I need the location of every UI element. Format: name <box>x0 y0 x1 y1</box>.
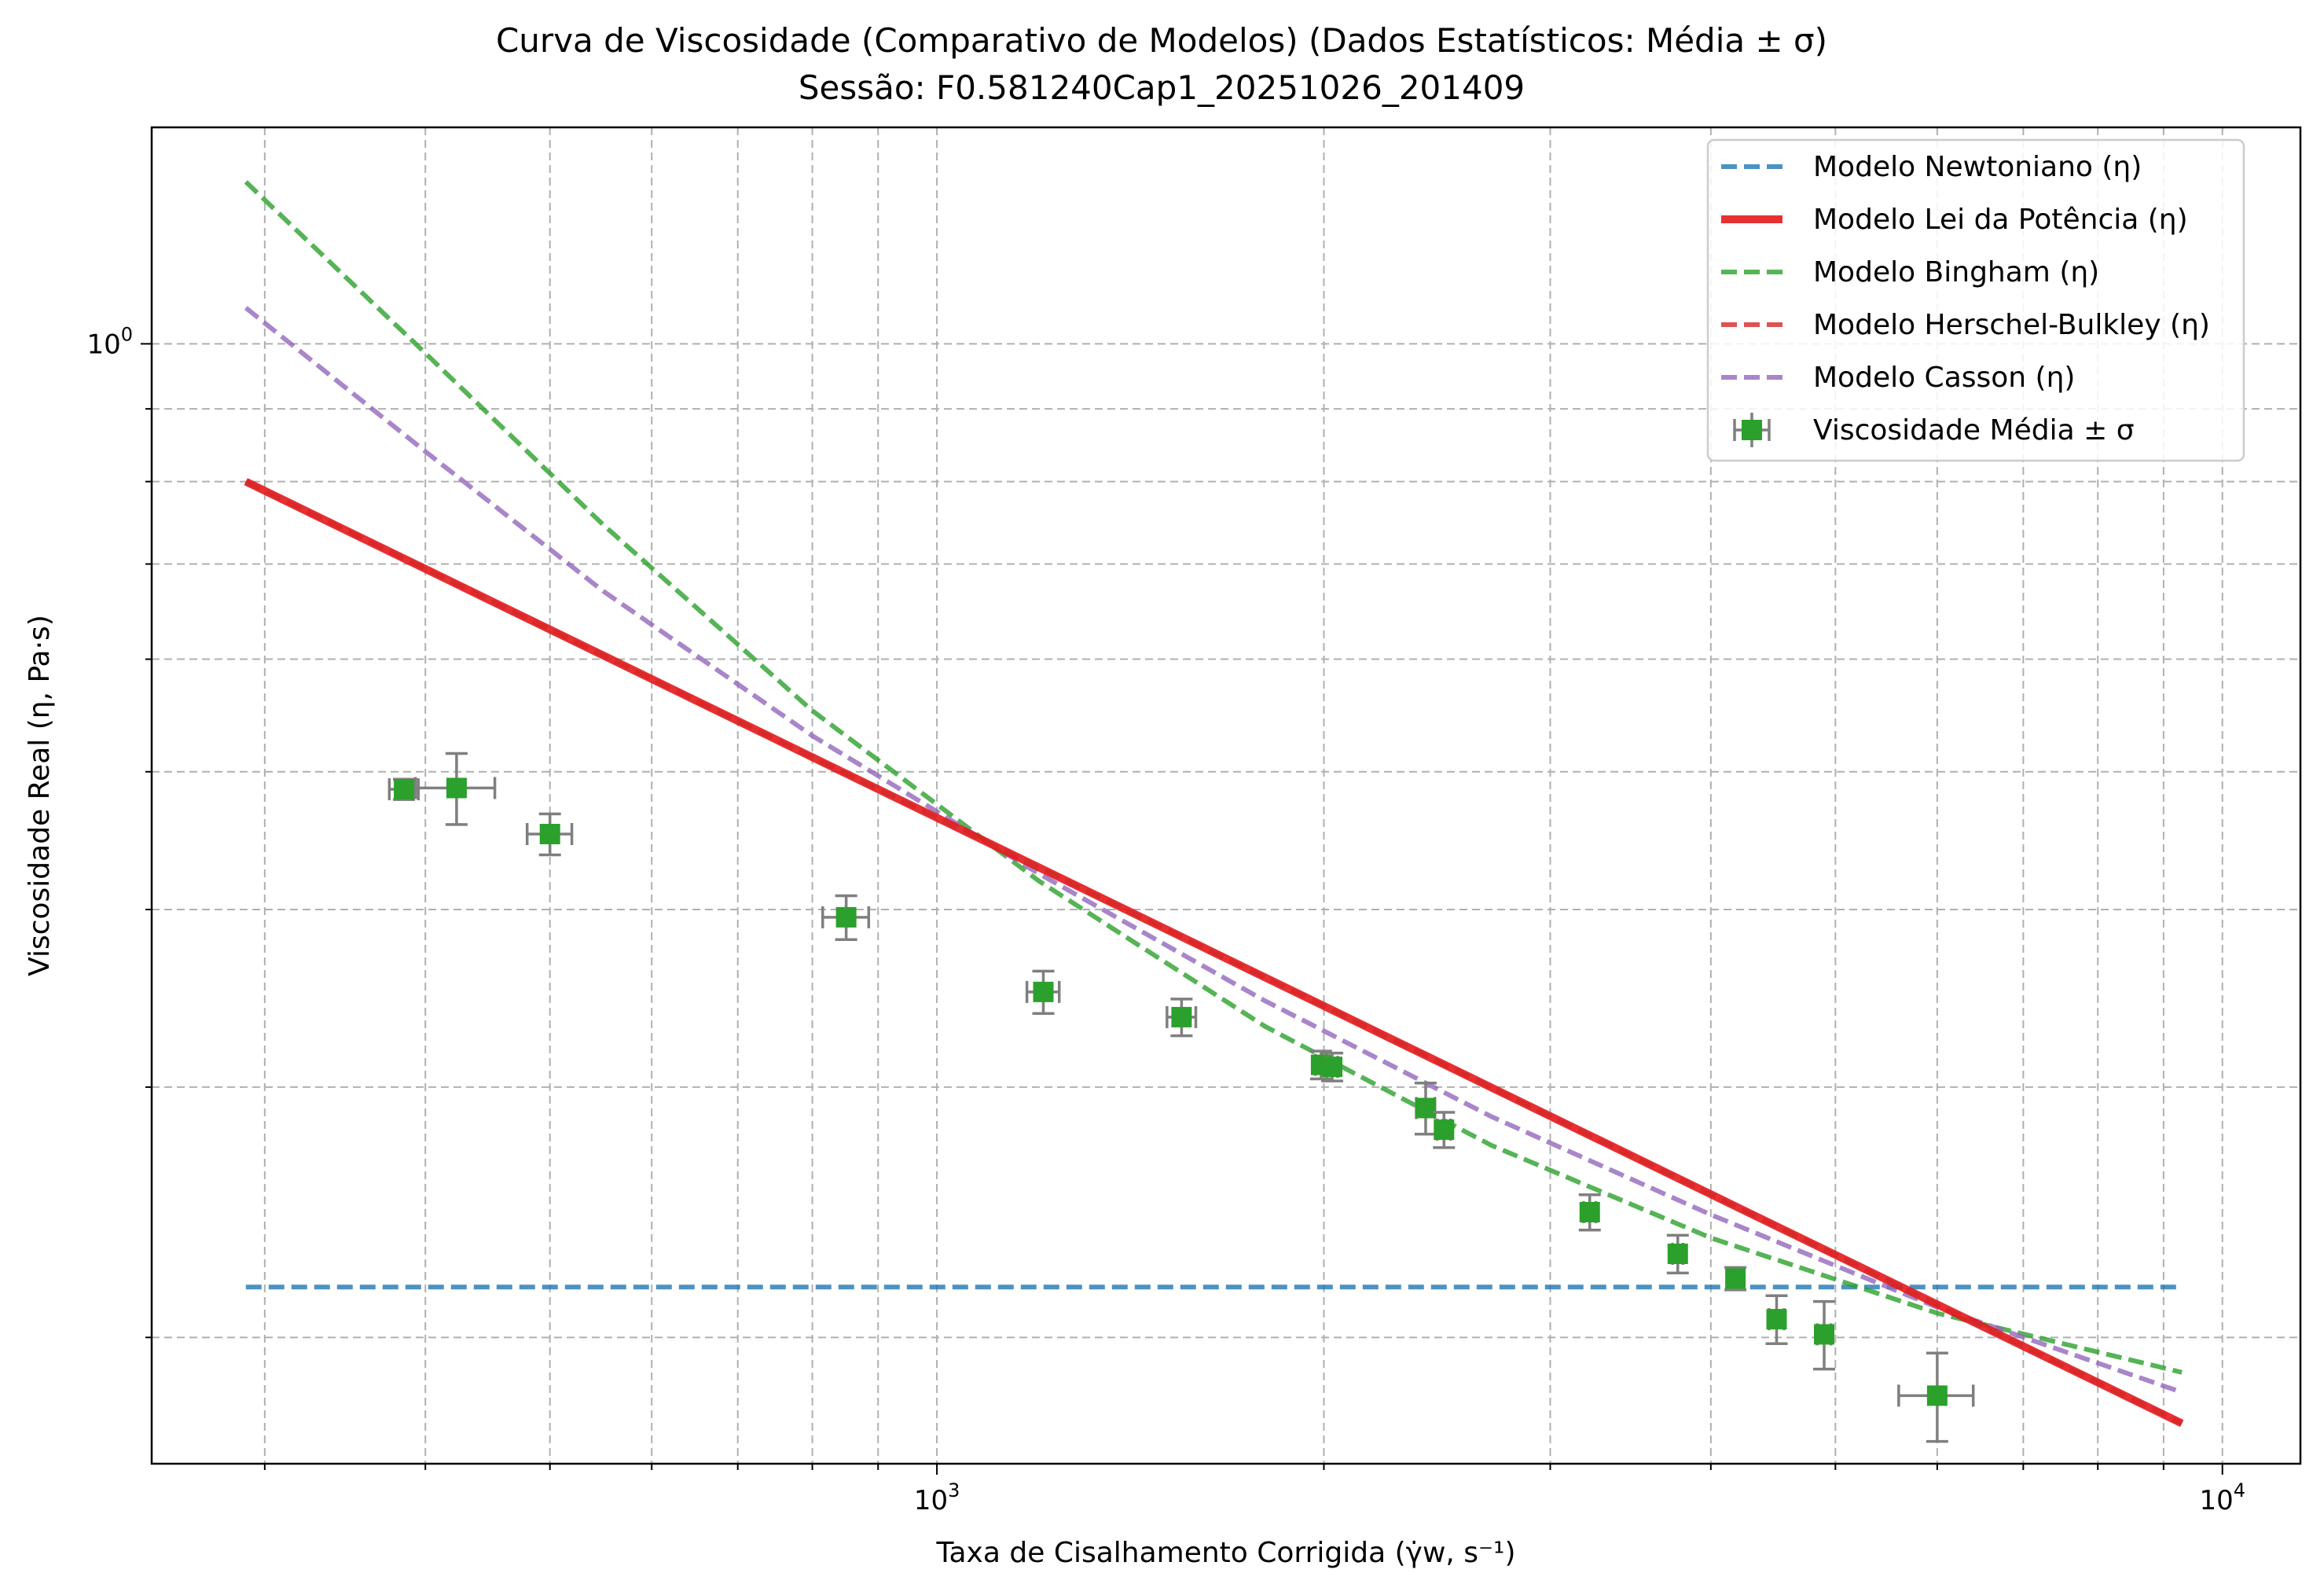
data-point-marker <box>1434 1119 1455 1141</box>
data-point-marker <box>539 824 560 845</box>
data-point <box>1166 998 1198 1038</box>
y-axis-label: Viscosidade Real (η, Pa·s) <box>24 615 56 976</box>
legend-label: Modelo Herschel-Bulkley (η) <box>1813 309 2210 341</box>
data-point-marker <box>1415 1097 1436 1119</box>
data-point <box>1765 1294 1788 1345</box>
data-point-marker <box>1171 1006 1192 1027</box>
data-point-marker <box>1725 1268 1746 1289</box>
data-point-marker <box>1766 1309 1787 1330</box>
x-tick-label: 104 <box>2199 1479 2245 1516</box>
legend-label: Modelo Bingham (η) <box>1813 256 2099 288</box>
plot-frame <box>150 126 2302 1465</box>
data-point-marker <box>1033 981 1054 1002</box>
data-point-marker <box>1926 1385 1948 1406</box>
x-tick-label: 103 <box>914 1479 960 1516</box>
data-point <box>821 894 871 941</box>
grid-lines <box>152 127 2300 1464</box>
legend-label: Modelo Newtoniano (η) <box>1813 151 2142 183</box>
chart-title: Curva de Viscosidade (Comparativo de Mod… <box>496 21 1827 60</box>
data-point <box>1724 1266 1747 1292</box>
data-point <box>1433 1111 1456 1149</box>
legend-label: Viscosidade Média ± σ <box>1813 414 2135 447</box>
data-point-marker <box>835 906 857 928</box>
data-point-marker <box>1667 1244 1688 1265</box>
legend-label: Modelo Lei da Potência (η) <box>1813 204 2188 236</box>
series-modelo-bingham <box>244 180 2183 1375</box>
legend-label: Modelo Casson (η) <box>1813 362 2075 394</box>
data-point-marker <box>1322 1057 1343 1078</box>
data-point <box>1321 1051 1344 1082</box>
data-point <box>1666 1233 1689 1275</box>
data-point <box>1578 1193 1601 1232</box>
x-axis-label: Taxa de Cisalhamento Corrigida (γ̇w, s⁻¹… <box>935 1537 1515 1569</box>
data-point <box>525 812 574 857</box>
legend: Modelo Newtoniano (η) Modelo Lei da Potên… <box>1706 138 2245 462</box>
data-point-marker <box>1579 1201 1600 1222</box>
data-points <box>387 752 1975 1443</box>
data-point-marker <box>446 777 467 799</box>
model-series <box>244 180 2184 1428</box>
data-point <box>387 777 420 801</box>
data-point <box>1414 1081 1437 1136</box>
data-point <box>413 752 497 826</box>
data-point <box>1025 969 1061 1016</box>
axis-ticks: 103 104 100 <box>86 323 2245 1516</box>
series-modelo-herschel-bulkley <box>244 479 2183 1426</box>
legend-swatch-marker <box>1742 420 1762 440</box>
data-point <box>1812 1299 1835 1371</box>
chart-subtitle: Sessão: F0.581240Cap1_20251026_201409 <box>799 68 1525 107</box>
data-point-marker <box>394 779 415 800</box>
y-tick-label: 100 <box>86 323 133 360</box>
series-modelo-casson <box>244 306 2183 1395</box>
legend-box <box>1706 138 2245 462</box>
data-point-marker <box>1813 1324 1834 1345</box>
data-point <box>1897 1351 1975 1443</box>
